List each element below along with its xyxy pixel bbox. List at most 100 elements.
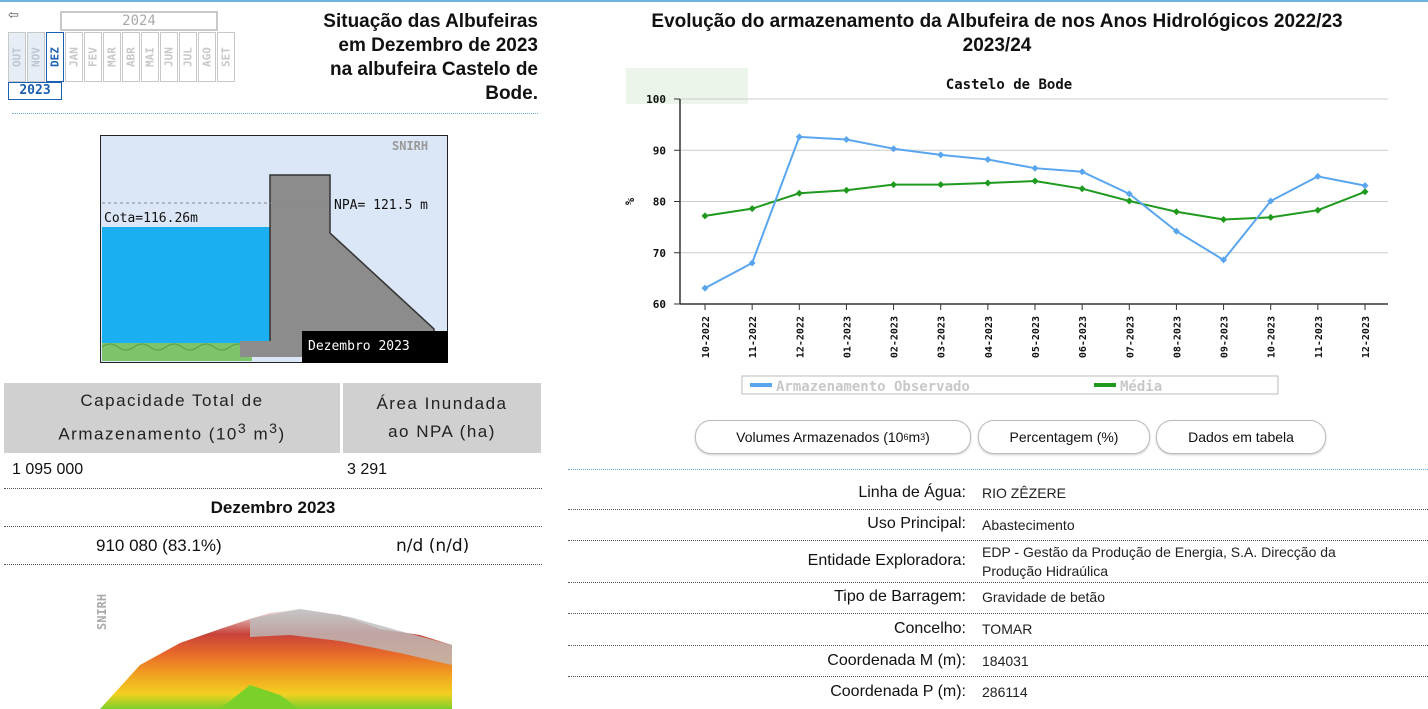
chart-section-title: Evolução do armazenamento da Albufeira d… bbox=[566, 10, 1428, 58]
year-2023-button[interactable]: 2023 bbox=[8, 82, 62, 100]
data-point bbox=[1314, 206, 1322, 214]
legend-swatch bbox=[750, 383, 772, 387]
y-tick-label: 60 bbox=[653, 298, 666, 311]
data-point bbox=[1031, 164, 1039, 172]
month-fev[interactable]: FEV bbox=[84, 32, 102, 82]
top-border bbox=[0, 0, 1428, 2]
x-tick-label: 11-2022 bbox=[748, 316, 759, 358]
info-label-linha: Linha de Água: bbox=[858, 484, 966, 501]
data-point bbox=[1125, 197, 1133, 205]
year-2024-button[interactable]: 2024 bbox=[60, 11, 218, 31]
x-tick-label: 12-2023 bbox=[1361, 316, 1372, 358]
capacity-header-line2: Armazenamento (103 m3) bbox=[58, 421, 286, 444]
month-ago[interactable]: AGO bbox=[198, 32, 216, 82]
month-dez[interactable]: DEZ bbox=[46, 32, 64, 82]
data-point bbox=[1267, 213, 1275, 221]
info-label-coord-m: Coordenada M (m): bbox=[827, 652, 966, 669]
data-point bbox=[701, 284, 709, 292]
month-nov[interactable]: NOV bbox=[27, 32, 45, 82]
row-divider bbox=[4, 564, 542, 565]
info-value-coord-m: 184031 bbox=[982, 653, 1029, 669]
data-point bbox=[890, 181, 898, 189]
data-point bbox=[701, 212, 709, 220]
chart-watermark bbox=[626, 68, 748, 104]
legend-label: Média bbox=[1120, 379, 1162, 395]
chart-title: Castelo de Bode bbox=[946, 77, 1072, 93]
info-label-tipo: Tipo de Barragem: bbox=[834, 588, 966, 605]
month-out[interactable]: OUT bbox=[8, 32, 26, 82]
data-point bbox=[1172, 208, 1180, 216]
dam-diagram: SNIRH Cota=116.26m NPA= 121.5 m Dezembro… bbox=[100, 135, 448, 363]
table-data-button[interactable]: Dados em tabela bbox=[1156, 420, 1326, 454]
x-tick-label: 05-2023 bbox=[1031, 316, 1042, 358]
x-tick-label: 02-2023 bbox=[890, 316, 901, 358]
divider bbox=[12, 113, 538, 114]
data-point bbox=[1125, 190, 1133, 198]
chart-section-title-line1: Evolução do armazenamento da Albufeira d… bbox=[651, 11, 1343, 32]
info-value-concelho: TOMAR bbox=[982, 621, 1033, 637]
data-point bbox=[1078, 185, 1086, 193]
month-jul[interactable]: JUL bbox=[179, 32, 197, 82]
info-label-concelho: Concelho: bbox=[893, 620, 966, 637]
left-title: Situação das Albufeiras em Dezembro de 2… bbox=[262, 10, 538, 106]
data-point bbox=[984, 179, 992, 187]
left-title-line: Bode. bbox=[485, 83, 538, 104]
month-jun[interactable]: JUN bbox=[160, 32, 178, 82]
month-jan[interactable]: JAN bbox=[65, 32, 83, 82]
row-divider bbox=[568, 645, 1428, 646]
capacity-header-line1: Capacidade Total de bbox=[80, 391, 264, 411]
series-line bbox=[704, 179, 1366, 221]
info-value-entidade: EDP - Gestão da Produção de Energia, S.A… bbox=[982, 544, 1336, 560]
x-tick-label: 07-2023 bbox=[1125, 316, 1136, 358]
info-value-tipo: Gravidade de betão bbox=[982, 589, 1105, 605]
y-tick-label: 80 bbox=[653, 196, 666, 209]
data-point bbox=[842, 186, 850, 194]
y-axis-label: % bbox=[623, 197, 637, 205]
x-tick-label: 10-2022 bbox=[701, 316, 712, 358]
stored-volume: 910 080 (83.1%) bbox=[96, 536, 222, 555]
data-point bbox=[937, 151, 945, 159]
terrain-3d-image bbox=[100, 609, 452, 709]
info-value-uso: Abastecimento bbox=[982, 517, 1075, 533]
data-point bbox=[1267, 197, 1275, 205]
row-divider bbox=[4, 526, 542, 527]
capacity-value: 1 095 000 bbox=[12, 461, 84, 478]
left-title-line: na albufeira Castelo de bbox=[329, 59, 538, 80]
area-header-line2: ao NPA (ha) bbox=[388, 422, 496, 441]
row-divider bbox=[568, 509, 1428, 510]
row-divider bbox=[4, 488, 542, 489]
month-mai[interactable]: MAI bbox=[141, 32, 159, 82]
info-label-uso: Uso Principal: bbox=[867, 515, 966, 532]
info-label-coord-p: Coordenada P (m): bbox=[830, 683, 966, 700]
x-tick-label: 10-2023 bbox=[1267, 316, 1278, 358]
volumes-button[interactable]: Volumes Armazenados (10 6 m 3) bbox=[695, 420, 971, 454]
legend-label: Armazenamento Observado bbox=[776, 379, 970, 395]
data-point bbox=[748, 205, 756, 213]
month-set[interactable]: SET bbox=[217, 32, 235, 82]
x-tick-label: 09-2023 bbox=[1220, 316, 1231, 358]
area-header-line1: Área Inundada bbox=[376, 394, 508, 413]
x-tick-label: 04-2023 bbox=[984, 316, 995, 358]
npa-label: NPA= 121.5 m bbox=[334, 198, 428, 213]
data-point bbox=[1078, 168, 1086, 176]
x-tick-label: 08-2023 bbox=[1172, 316, 1183, 358]
data-point bbox=[1220, 215, 1228, 223]
data-point bbox=[1314, 172, 1322, 180]
row-divider bbox=[568, 613, 1428, 614]
data-point bbox=[795, 133, 803, 141]
info-value-linha: RIO ZÊZERE bbox=[982, 485, 1067, 501]
data-point bbox=[1172, 227, 1180, 235]
data-point bbox=[937, 181, 945, 189]
x-tick-label: 01-2023 bbox=[842, 316, 853, 358]
month-abr[interactable]: ABR bbox=[122, 32, 140, 82]
back-arrow-icon[interactable]: ⇦ bbox=[8, 8, 19, 23]
percentage-button[interactable]: Percentagem (%) bbox=[978, 420, 1150, 454]
info-value-entidade-2: Produção Hidraúlica bbox=[982, 563, 1109, 579]
row-divider bbox=[568, 582, 1428, 583]
data-point bbox=[1031, 177, 1039, 185]
storage-line-chart: Castelo de Bode 60 70 80 90 100% 10-2022 11-2… bbox=[623, 68, 1388, 395]
x-tick-label: 12-2022 bbox=[795, 316, 806, 358]
cota-label: Cota=116.26m bbox=[104, 211, 198, 226]
month-mar[interactable]: MAR bbox=[103, 32, 121, 82]
x-tick-label: 06-2023 bbox=[1078, 316, 1089, 358]
